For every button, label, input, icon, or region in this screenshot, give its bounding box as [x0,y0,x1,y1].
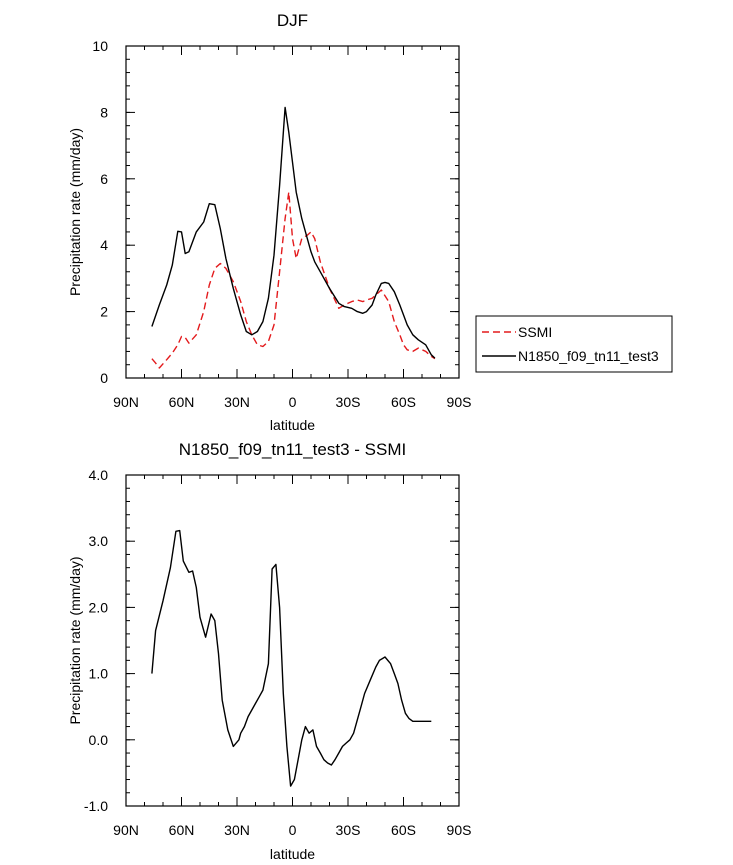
chart-title: N1850_f09_tn11_test3 - SSMI [179,440,406,459]
x-tick-label: 90N [113,394,139,410]
y-tick-label: 4.0 [89,467,109,483]
x-tick-label: 60S [391,394,416,410]
x-tick-label: 0 [289,394,297,410]
y-tick-label: 8 [100,104,108,120]
chart-panel-2: N1850_f09_tn11_test3 - SSMI 90N 60N 30N 0 30S… [67,440,471,862]
x-axis-label: latitude [270,417,315,433]
x-tick-label: 30N [224,822,250,838]
x-tick-label: 30N [224,394,250,410]
y-tick-label: -1.0 [84,798,108,814]
legend-box [475,315,673,373]
x-tick-label: 90N [113,822,139,838]
y-tick-label: 10 [92,38,108,54]
y-tick-label: 2.0 [89,599,109,615]
legend: SSMI N1850_f09_tn11_test3 [475,315,673,373]
chart-title: DJF [277,11,308,30]
y-tick-label: 2 [100,304,108,320]
chart-panel-1: DJF 90N 60N 30N 0 30S 60S 90S 0 2 4 6 8 10 latitude Pre… [67,11,673,433]
legend-label: N1850_f09_tn11_test3 [518,348,659,364]
x-tick-label: 60N [169,394,195,410]
series-line-2 [151,106,436,359]
x-axis-label: latitude [270,846,315,862]
x-tick-label: 90S [447,394,472,410]
series-line-1 [151,529,432,787]
plot-frame [125,474,460,807]
y-axis-label: Precipitation rate (mm/day) [67,556,83,724]
x-tick-label: 0 [289,822,297,838]
y-tick-label: 4 [100,237,108,253]
legend-label: SSMI [518,324,552,340]
series-line-1 [151,191,436,369]
y-tick-label: 0 [100,370,108,386]
y-axis-label: Precipitation rate (mm/day) [67,128,83,296]
x-tick-label: 60S [391,822,416,838]
y-tick-label: 0.0 [89,732,109,748]
y-tick-label: 1.0 [89,666,109,682]
x-tick-label: 30S [336,394,361,410]
x-tick-label: 90S [447,822,472,838]
y-tick-label: 6 [100,171,108,187]
y-tick-label: 3.0 [89,533,109,549]
x-tick-label: 60N [169,822,195,838]
x-tick-label: 30S [336,822,361,838]
